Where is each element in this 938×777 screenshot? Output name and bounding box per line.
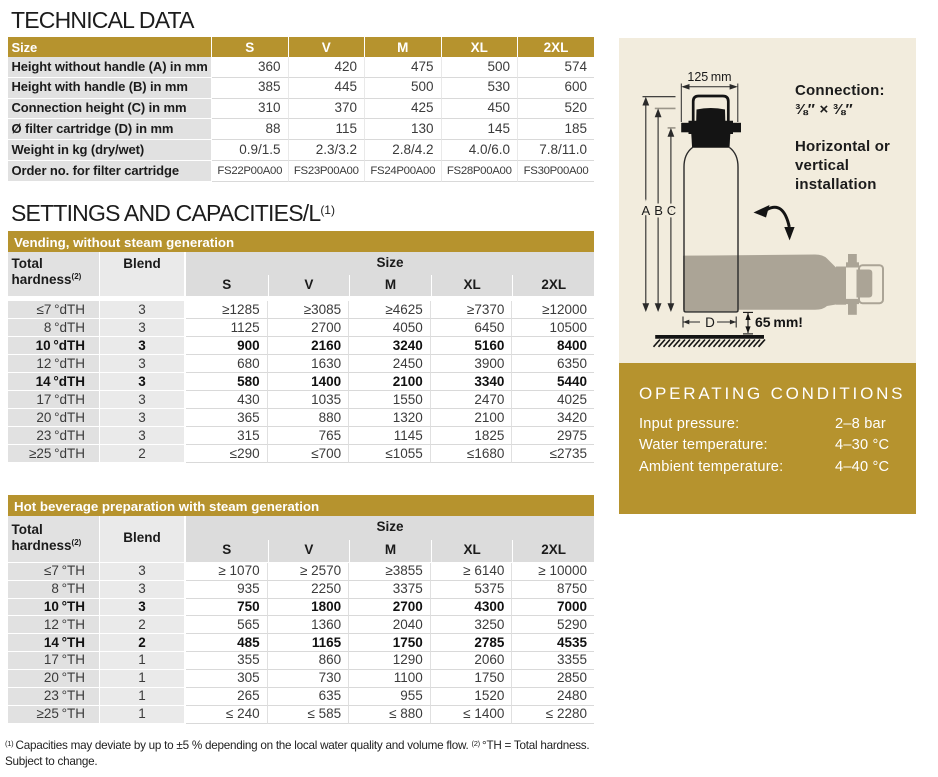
svg-text:125 mm: 125 mm xyxy=(687,70,731,84)
svg-text:65 mm!: 65 mm! xyxy=(755,314,803,330)
svg-text:A: A xyxy=(641,203,650,218)
svg-text:B: B xyxy=(654,203,663,218)
svg-text:D: D xyxy=(705,315,715,330)
svg-text:C: C xyxy=(667,203,676,218)
